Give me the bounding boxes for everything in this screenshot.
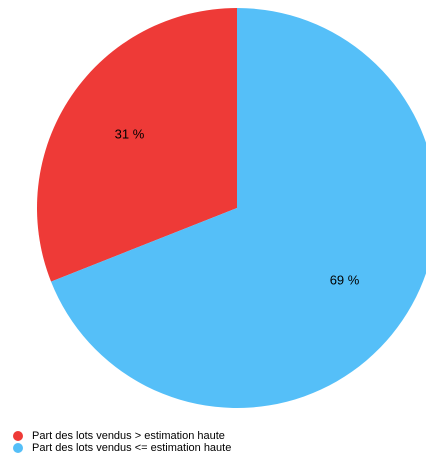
pie-slice (36, 8, 237, 282)
data-label: 31 % (115, 126, 145, 141)
legend-label: Part des lots vendus > estimation haute (32, 430, 225, 442)
data-label: 69 % (330, 273, 360, 288)
legend-label: Part des lots vendus <= estimation haute (32, 442, 231, 454)
legend-swatch (13, 443, 23, 453)
pie-slice (51, 8, 426, 408)
legend-swatch (13, 431, 23, 441)
